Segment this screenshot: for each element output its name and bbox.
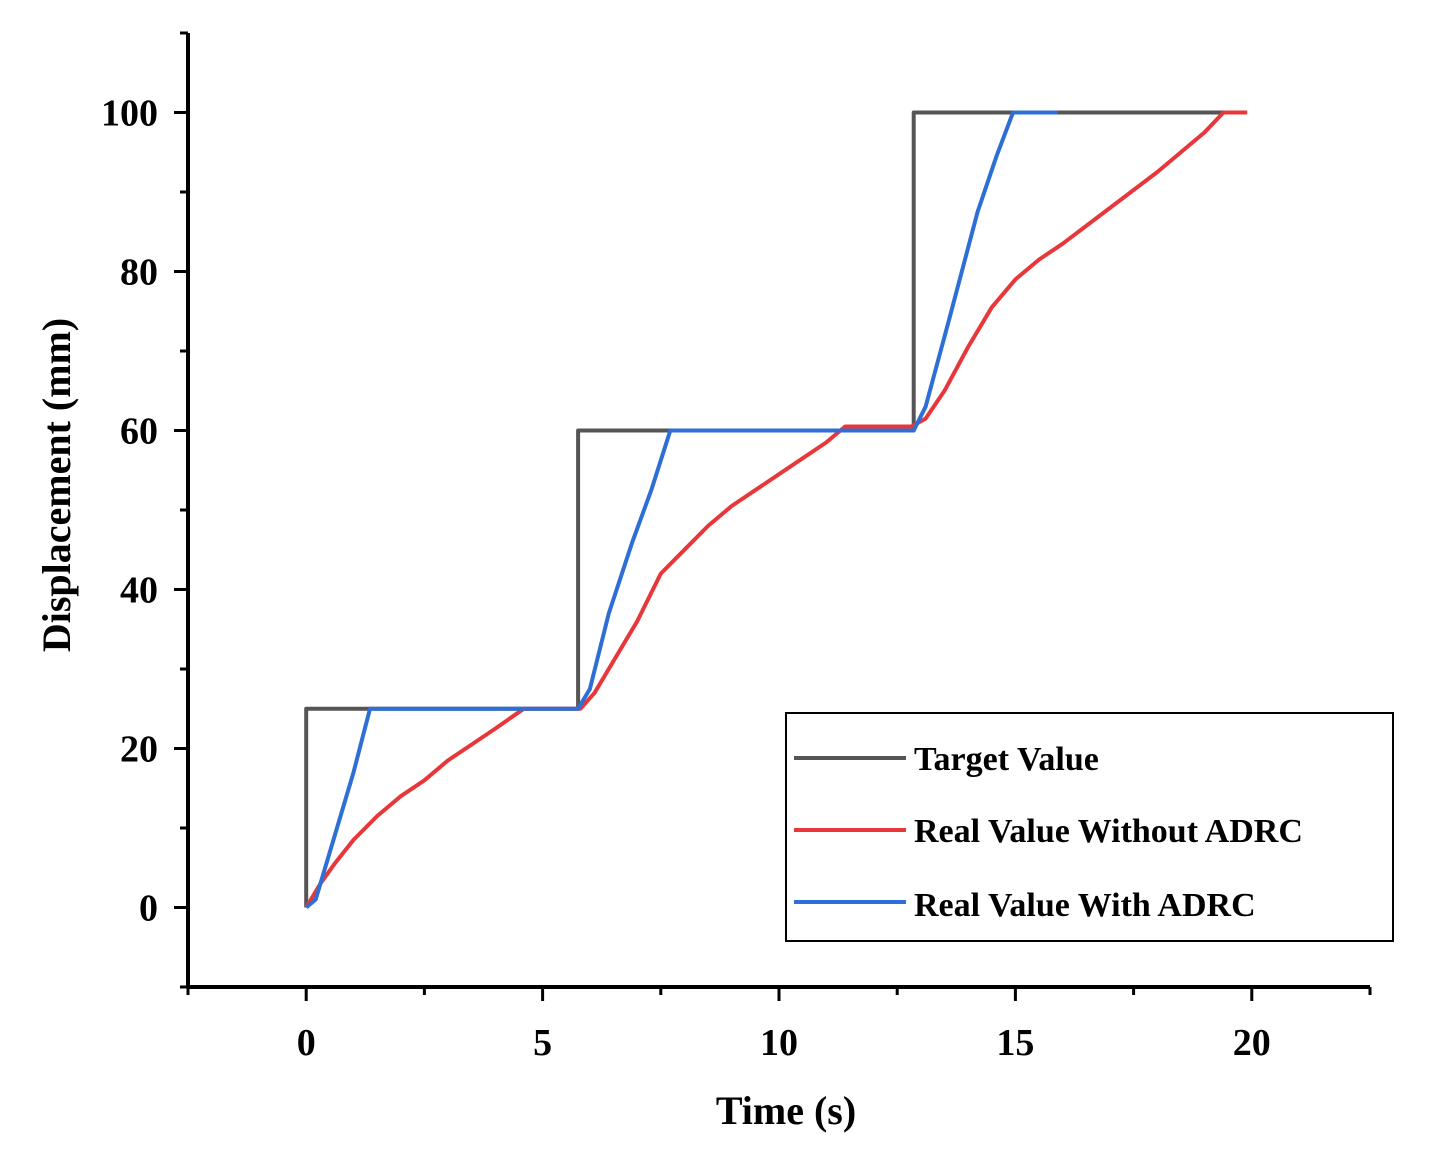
x-tick-label: 5 xyxy=(533,1022,552,1064)
legend-label-without-adrc: Real Value Without ADRC xyxy=(914,813,1303,850)
y-tick-label: 60 xyxy=(120,411,158,453)
series-line-1 xyxy=(304,110,1248,909)
y-tick-label: 20 xyxy=(120,729,158,771)
y-axis-ticks: 0 20 40 60 80 100 xyxy=(101,31,188,989)
y-tick-label: 40 xyxy=(120,570,158,612)
series-line-0 xyxy=(304,110,1248,908)
series-layer xyxy=(304,110,1248,910)
x-tick-label: 20 xyxy=(1233,1022,1271,1064)
y-tick-label: 0 xyxy=(139,888,158,930)
x-tick-label: 0 xyxy=(297,1022,316,1064)
x-axis-title: Time (s) xyxy=(716,1088,856,1133)
x-tick-label: 10 xyxy=(760,1022,798,1064)
legend-label-target-value: Target Value xyxy=(914,741,1099,778)
legend-label-with-adrc: Real Value With ADRC xyxy=(914,887,1256,924)
y-axis-title: Displacement (mm) xyxy=(34,318,79,652)
y-tick-label: 80 xyxy=(120,252,158,294)
y-tick-label: 100 xyxy=(101,93,158,135)
series-line-2 xyxy=(304,110,1058,910)
x-axis-ticks: 0 5 10 15 20 xyxy=(186,987,1372,1064)
legend: Target Value Real Value Without ADRC Rea… xyxy=(785,712,1394,942)
x-tick-label: 15 xyxy=(996,1022,1034,1064)
